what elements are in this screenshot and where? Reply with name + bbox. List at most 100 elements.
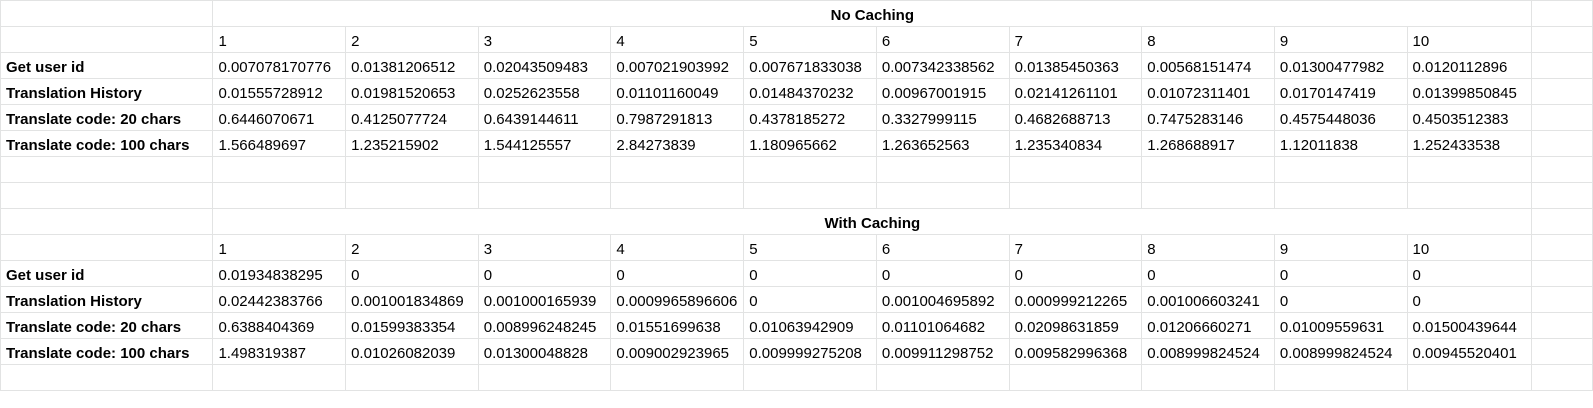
empty-cell[interactable] [477, 182, 612, 209]
value-cell[interactable]: 0.01484370232 [743, 78, 877, 105]
value-cell[interactable]: 1.544125557 [477, 130, 612, 157]
column-number-cell[interactable]: 6 [875, 26, 1010, 53]
value-cell[interactable]: 0 [1406, 286, 1533, 313]
empty-cell[interactable] [1531, 286, 1593, 313]
value-cell[interactable]: 0.3327999115 [875, 104, 1010, 131]
value-cell[interactable]: 0.007021903992 [610, 52, 745, 79]
value-cell[interactable]: 0 [1273, 260, 1408, 287]
value-cell[interactable]: 0.01555728912 [212, 78, 347, 105]
empty-cell[interactable] [743, 156, 877, 183]
value-cell[interactable]: 0 [743, 260, 877, 287]
value-cell[interactable]: 0.01300477982 [1273, 52, 1408, 79]
column-number-cell[interactable]: 7 [1008, 234, 1143, 261]
value-cell[interactable]: 0.01500439644 [1406, 312, 1533, 339]
value-cell[interactable]: 1.498319387 [212, 338, 347, 365]
value-cell[interactable]: 1.12011838 [1273, 130, 1408, 157]
row-label-cell[interactable]: Translate code: 20 chars [0, 104, 214, 131]
value-cell[interactable]: 0.008996248245 [477, 312, 612, 339]
value-cell[interactable]: 0 [875, 260, 1010, 287]
column-number-cell[interactable]: 1 [212, 234, 347, 261]
empty-cell[interactable] [1531, 182, 1593, 209]
empty-cell[interactable] [0, 26, 214, 53]
value-cell[interactable]: 0.4575448036 [1273, 104, 1408, 131]
empty-cell[interactable] [743, 182, 877, 209]
value-cell[interactable]: 0.00568151474 [1141, 52, 1275, 79]
value-cell[interactable]: 0.01101064682 [875, 312, 1010, 339]
value-cell[interactable]: 1.566489697 [212, 130, 347, 157]
column-number-cell[interactable]: 5 [743, 234, 877, 261]
value-cell[interactable]: 0.01934838295 [212, 260, 347, 287]
row-label-cell[interactable]: Translate code: 100 chars [0, 130, 214, 157]
empty-cell[interactable] [875, 156, 1010, 183]
value-cell[interactable]: 0.01063942909 [743, 312, 877, 339]
empty-cell[interactable] [1531, 260, 1593, 287]
empty-cell[interactable] [1273, 182, 1408, 209]
empty-cell[interactable] [0, 208, 214, 235]
column-number-cell[interactable]: 3 [477, 26, 612, 53]
value-cell[interactable]: 0.000999212265 [1008, 286, 1143, 313]
value-cell[interactable]: 0.01101160049 [610, 78, 745, 105]
value-cell[interactable]: 0.02043509483 [477, 52, 612, 79]
column-number-cell[interactable]: 1 [212, 26, 347, 53]
empty-cell[interactable] [1008, 182, 1143, 209]
row-label-cell[interactable]: Get user id [0, 52, 214, 79]
empty-cell[interactable] [345, 156, 479, 183]
value-cell[interactable]: 0 [477, 260, 612, 287]
value-cell[interactable]: 0.01381206512 [345, 52, 479, 79]
row-label-cell[interactable]: Translate code: 100 chars [0, 338, 214, 365]
value-cell[interactable]: 0.008999824524 [1141, 338, 1275, 365]
empty-cell[interactable] [1531, 364, 1593, 391]
value-cell[interactable]: 0.0252623558 [477, 78, 612, 105]
empty-cell[interactable] [1406, 156, 1533, 183]
column-number-cell[interactable]: 10 [1406, 26, 1533, 53]
value-cell[interactable]: 0.0120112896 [1406, 52, 1533, 79]
value-cell[interactable]: 0 [610, 260, 745, 287]
value-cell[interactable]: 0.009911298752 [875, 338, 1010, 365]
empty-cell[interactable] [1008, 156, 1143, 183]
empty-cell[interactable] [610, 156, 745, 183]
empty-cell[interactable] [0, 182, 214, 209]
empty-cell[interactable] [1531, 78, 1593, 105]
column-number-cell[interactable]: 2 [345, 26, 479, 53]
empty-cell[interactable] [1531, 26, 1593, 53]
empty-cell[interactable] [1008, 364, 1143, 391]
empty-cell[interactable] [610, 182, 745, 209]
value-cell[interactable]: 0.001004695892 [875, 286, 1010, 313]
value-cell[interactable]: 0.01300048828 [477, 338, 612, 365]
value-cell[interactable]: 0.007671833038 [743, 52, 877, 79]
value-cell[interactable]: 0 [345, 260, 479, 287]
empty-cell[interactable] [212, 182, 347, 209]
column-number-cell[interactable]: 9 [1273, 234, 1408, 261]
empty-cell[interactable] [345, 364, 479, 391]
empty-cell[interactable] [1141, 156, 1275, 183]
value-cell[interactable]: 0 [1406, 260, 1533, 287]
empty-cell[interactable] [0, 234, 214, 261]
value-cell[interactable]: 0.6388404369 [212, 312, 347, 339]
empty-cell[interactable] [1273, 156, 1408, 183]
value-cell[interactable]: 0 [1008, 260, 1143, 287]
empty-cell[interactable] [477, 156, 612, 183]
value-cell[interactable]: 0.6446070671 [212, 104, 347, 131]
column-number-cell[interactable]: 9 [1273, 26, 1408, 53]
value-cell[interactable]: 0.4682688713 [1008, 104, 1143, 131]
value-cell[interactable]: 0.008999824524 [1273, 338, 1408, 365]
value-cell[interactable]: 0 [1141, 260, 1275, 287]
empty-cell[interactable] [1406, 364, 1533, 391]
empty-cell[interactable] [1531, 52, 1593, 79]
value-cell[interactable]: 0.007078170776 [212, 52, 347, 79]
value-cell[interactable]: 0.01385450363 [1008, 52, 1143, 79]
value-cell[interactable]: 0.009582996368 [1008, 338, 1143, 365]
empty-cell[interactable] [610, 364, 745, 391]
value-cell[interactable]: 0.6439144611 [477, 104, 612, 131]
value-cell[interactable]: 0.007342338562 [875, 52, 1010, 79]
empty-cell[interactable] [1531, 130, 1593, 157]
row-label-cell[interactable]: Get user id [0, 260, 214, 287]
value-cell[interactable]: 1.268688917 [1141, 130, 1275, 157]
empty-cell[interactable] [1406, 182, 1533, 209]
section-title[interactable]: With Caching [212, 208, 1533, 235]
empty-cell[interactable] [1531, 156, 1593, 183]
empty-cell[interactable] [0, 364, 214, 391]
column-number-cell[interactable]: 4 [610, 234, 745, 261]
column-number-cell[interactable]: 8 [1141, 234, 1275, 261]
section-title[interactable]: No Caching [212, 0, 1533, 27]
